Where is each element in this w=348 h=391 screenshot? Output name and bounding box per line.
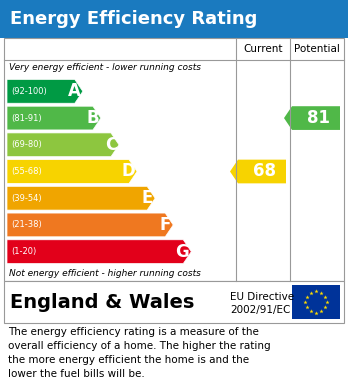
Text: (92-100): (92-100) <box>11 87 47 96</box>
Text: England & Wales: England & Wales <box>10 292 195 312</box>
Bar <box>0 0 348 38</box>
Text: 2002/91/EC: 2002/91/EC <box>230 305 290 315</box>
Text: (69-80): (69-80) <box>11 140 42 149</box>
Polygon shape <box>230 160 286 183</box>
Bar <box>4 38 344 281</box>
Bar <box>292 285 340 319</box>
Text: (21-38): (21-38) <box>11 221 42 230</box>
Text: F: F <box>160 216 171 234</box>
Text: G: G <box>175 243 189 261</box>
Bar <box>4 281 344 323</box>
Polygon shape <box>7 240 191 264</box>
Text: 81: 81 <box>308 109 331 127</box>
Text: E: E <box>142 189 153 207</box>
Text: Not energy efficient - higher running costs: Not energy efficient - higher running co… <box>9 269 201 278</box>
Text: Potential: Potential <box>294 44 340 54</box>
Text: The energy efficiency rating is a measure of the
overall efficiency of a home. T: The energy efficiency rating is a measur… <box>8 327 271 379</box>
Polygon shape <box>7 160 137 183</box>
Text: (55-68): (55-68) <box>11 167 42 176</box>
Text: (1-20): (1-20) <box>11 247 36 256</box>
Text: EU Directive: EU Directive <box>230 292 294 302</box>
Text: 68: 68 <box>253 163 277 181</box>
Polygon shape <box>7 106 101 130</box>
Polygon shape <box>7 79 83 103</box>
Text: C: C <box>105 136 117 154</box>
Text: A: A <box>68 83 81 100</box>
Polygon shape <box>7 187 155 210</box>
Text: Very energy efficient - lower running costs: Very energy efficient - lower running co… <box>9 63 201 72</box>
Polygon shape <box>284 106 340 130</box>
Text: Current: Current <box>243 44 283 54</box>
Polygon shape <box>7 213 173 237</box>
Text: D: D <box>121 163 135 181</box>
Text: B: B <box>86 109 99 127</box>
Text: (39-54): (39-54) <box>11 194 42 203</box>
Text: Energy Efficiency Rating: Energy Efficiency Rating <box>10 10 258 28</box>
Text: (81-91): (81-91) <box>11 113 42 122</box>
Polygon shape <box>7 133 119 157</box>
